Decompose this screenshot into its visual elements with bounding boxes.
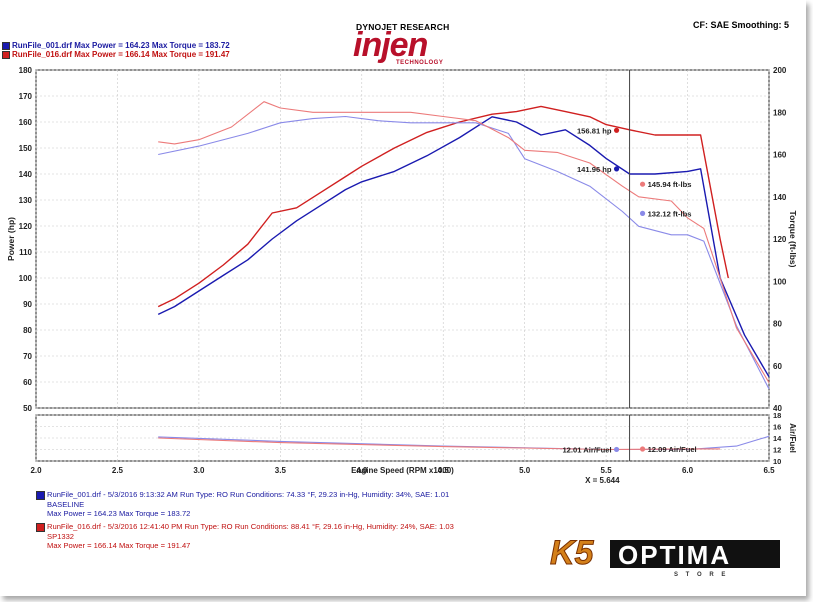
cursor-readout-label: 156.81 hp bbox=[577, 126, 612, 135]
series-line-torque bbox=[158, 101, 770, 383]
cursor-readout-label: 12.09 Air/Fuel bbox=[648, 445, 697, 454]
torque-tick-label: 120 bbox=[773, 235, 787, 244]
optima-logo-sub: S T O R E bbox=[674, 572, 728, 578]
dyno-settings: CF: SAE Smoothing: 5 bbox=[693, 20, 789, 30]
power-tick-label: 150 bbox=[19, 144, 33, 153]
run2-color-swatch bbox=[2, 50, 10, 59]
x-tick-label: 4.5 bbox=[438, 466, 450, 475]
cursor-x-label: X = 5.644 bbox=[585, 476, 620, 485]
series-line-power bbox=[157, 116, 770, 378]
x-tick-label: 6.5 bbox=[763, 466, 775, 475]
run1-summary-text: RunFile_001.drf Max Power = 164.23 Max T… bbox=[12, 41, 230, 50]
afr-tick-label: 16 bbox=[773, 423, 781, 432]
torque-tick-label: 140 bbox=[773, 193, 787, 202]
k5-optima-logo: K5 OPTIMA S T O R E bbox=[550, 534, 780, 578]
cursor-point-marker bbox=[639, 210, 646, 216]
torque-tick-label: 100 bbox=[773, 277, 787, 286]
run1-summary: RunFile_001.drf Max Power = 164.23 Max T… bbox=[2, 41, 230, 50]
series-line-afr bbox=[158, 437, 721, 451]
cursor-readout-label: 141.96 hp bbox=[577, 165, 612, 174]
afr-tick-label: 10 bbox=[773, 457, 781, 466]
legend-run2-max: Max Power = 166.14 Max Torque = 191.47 bbox=[47, 541, 191, 551]
y-axis-label-afr: Air/Fuel bbox=[788, 423, 797, 453]
power-tick-label: 60 bbox=[23, 378, 32, 387]
run2-summary-text: RunFile_016.drf Max Power = 166.14 Max T… bbox=[12, 50, 230, 59]
injen-logo: injen bbox=[353, 26, 428, 64]
power-tick-label: 70 bbox=[23, 352, 32, 361]
cursor-point-marker bbox=[639, 446, 646, 452]
series-line-power bbox=[157, 105, 729, 308]
cursor-readout-label: 132.12 ft-lbs bbox=[648, 209, 692, 218]
power-tick-label: 90 bbox=[23, 300, 32, 309]
power-tick-label: 130 bbox=[19, 196, 33, 205]
afr-tick-label: 14 bbox=[773, 434, 782, 443]
cursor-point-marker bbox=[613, 127, 620, 133]
cursor-readout-label: 12.01 Air/Fuel bbox=[562, 445, 611, 454]
x-tick-label: 5.0 bbox=[519, 466, 531, 475]
y-axis-label-torque: Torque (ft-lbs) bbox=[788, 211, 798, 268]
torque-tick-label: 40 bbox=[773, 404, 782, 413]
x-axis-label: Engine Speed (RPM x1000) bbox=[351, 466, 454, 475]
afr-tick-label: 18 bbox=[773, 411, 781, 420]
power-tick-label: 110 bbox=[19, 248, 32, 257]
run1-color-swatch bbox=[2, 41, 10, 50]
cursor-point-marker bbox=[613, 446, 620, 453]
torque-tick-label: 60 bbox=[773, 362, 782, 371]
legend-run2: RunFile_016.drf - 5/3/2016 12:41:40 PM R… bbox=[36, 522, 454, 551]
injen-logo-subtext: TECHNOLOGY bbox=[396, 60, 444, 66]
legend-run2-line1: RunFile_016.drf - 5/3/2016 12:41:40 PM R… bbox=[36, 522, 454, 532]
cursor-point-marker bbox=[613, 166, 620, 172]
legend-run1: RunFile_001.drf - 5/3/2016 9:13:32 AM Ru… bbox=[36, 490, 449, 519]
series-line-torque bbox=[158, 115, 770, 390]
x-tick-label: 4.0 bbox=[356, 466, 368, 475]
cursor-readout-label: 145.94 ft-lbs bbox=[648, 180, 692, 189]
optima-logo-plate bbox=[610, 540, 780, 568]
x-tick-label: 5.5 bbox=[601, 466, 613, 475]
power-tick-label: 100 bbox=[19, 274, 33, 283]
legend-run2-name: SP1332 bbox=[47, 531, 75, 541]
power-tick-label: 170 bbox=[19, 92, 33, 101]
torque-tick-label: 80 bbox=[773, 320, 782, 329]
x-tick-label: 2.0 bbox=[30, 466, 42, 475]
x-tick-label: 6.0 bbox=[682, 466, 694, 475]
power-tick-label: 120 bbox=[19, 222, 33, 231]
legend-run1-line1: RunFile_001.drf - 5/3/2016 9:13:32 AM Ru… bbox=[36, 490, 449, 500]
power-tick-label: 160 bbox=[19, 118, 33, 127]
optima-logo-text: OPTIMA bbox=[618, 540, 731, 570]
power-tick-label: 50 bbox=[23, 404, 32, 413]
power-tick-label: 80 bbox=[23, 326, 32, 335]
torque-tick-label: 200 bbox=[773, 66, 787, 75]
k5-logo-prefix: K5 bbox=[550, 534, 595, 572]
power-tick-label: 180 bbox=[19, 66, 33, 75]
legend-run1-max: Max Power = 164.23 Max Torque = 183.72 bbox=[47, 509, 191, 519]
torque-tick-label: 160 bbox=[773, 151, 787, 160]
dyno-chart: 50 60 70 80 90 100 110 120 130 140 150 160 170 180 40 6… bbox=[6, 66, 798, 485]
torque-tick-label: 180 bbox=[773, 108, 787, 117]
legend-run1-name: BASELINE bbox=[47, 499, 85, 509]
power-tick-label: 140 bbox=[19, 170, 33, 179]
y-axis-label-power: Power (hp) bbox=[6, 217, 16, 261]
x-tick-label: 2.5 bbox=[112, 466, 124, 475]
x-tick-label: 3.5 bbox=[275, 466, 287, 475]
legend-run1-swatch bbox=[36, 490, 45, 500]
dynojet-logo-text: DYNOJET RESEARCH bbox=[356, 22, 450, 32]
afr-tick-label: 12 bbox=[773, 446, 781, 455]
main-plot-frame bbox=[35, 69, 770, 409]
run2-summary: RunFile_016.drf Max Power = 166.14 Max T… bbox=[2, 50, 230, 59]
legend-run2-swatch bbox=[36, 522, 45, 532]
x-tick-label: 3.0 bbox=[193, 466, 205, 475]
cursor-point-marker bbox=[639, 181, 646, 187]
